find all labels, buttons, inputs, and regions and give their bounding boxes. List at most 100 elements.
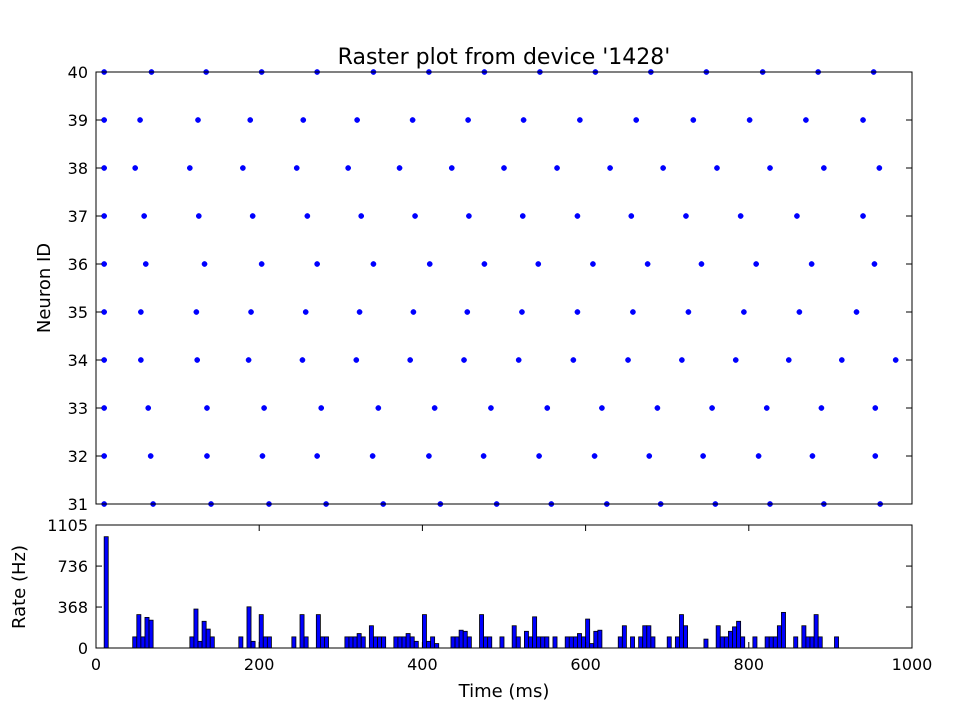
spike-point [369, 453, 376, 459]
rate-bar [646, 625, 652, 649]
rate-bar [572, 636, 578, 649]
raster-ytick-label: 39 [68, 111, 88, 130]
spike-point [767, 165, 773, 171]
rate-bar [781, 611, 786, 649]
spike-point [132, 165, 139, 171]
spike-point [314, 261, 320, 267]
spike-point [753, 261, 759, 267]
rate-bar [348, 636, 354, 649]
spike-point [590, 261, 596, 267]
rate-bar [356, 633, 362, 649]
rate-bar [597, 629, 603, 649]
rate-xtick-label: 400 [407, 655, 438, 674]
spike-point [318, 405, 325, 411]
spike-point [808, 261, 815, 267]
rate-bar [434, 643, 440, 649]
rate-bar [793, 636, 799, 649]
spike-point [204, 453, 210, 459]
spike-point [137, 117, 143, 123]
rate-bar [719, 636, 725, 649]
spike-point [138, 357, 144, 363]
rate-xticks: 0 200 400 600 800 1000 [91, 525, 932, 674]
raster-marks [101, 69, 899, 507]
spike-point [426, 453, 432, 459]
rate-xtick-label: 1000 [892, 655, 933, 674]
rate-bar [532, 616, 538, 649]
raster-ytick-label: 32 [68, 447, 88, 466]
rate-bar [479, 614, 484, 649]
spike-point [732, 357, 739, 363]
rate-bar [401, 636, 407, 649]
rate-bar [577, 633, 582, 649]
rate-bar [524, 630, 529, 649]
rate-bar [544, 636, 550, 649]
rate-bar [140, 636, 146, 649]
rate-bar [483, 636, 489, 649]
raster-ytick-label: 36 [68, 255, 88, 274]
rate-bar [589, 643, 595, 649]
spike-point [554, 165, 560, 171]
spike-point [599, 405, 605, 411]
rate-bar [450, 636, 456, 649]
spike-point [354, 117, 360, 123]
spike-point [574, 213, 581, 219]
spike-point [872, 453, 879, 459]
rate-xtick-label: 600 [570, 655, 601, 674]
spike-point [654, 405, 661, 411]
spike-point [204, 405, 210, 411]
spike-point [249, 213, 256, 219]
spike-point [860, 117, 866, 123]
rate-bar [776, 625, 782, 649]
rate-bar [454, 636, 460, 649]
rate-bar [291, 636, 297, 649]
rate-bar [772, 636, 778, 649]
spike-point [101, 261, 108, 267]
raster-ytick-label: 34 [68, 351, 88, 370]
rate-bar [193, 608, 199, 649]
spike-point [194, 357, 201, 363]
spike-point [101, 453, 108, 459]
rate-bar [732, 626, 737, 649]
rate-bar [617, 636, 623, 649]
spike-point [101, 357, 108, 363]
rate-xtick-label: 200 [244, 655, 275, 674]
rate-ytick-label: 368 [57, 598, 88, 617]
rate-bar [809, 636, 815, 649]
rate-bar [299, 614, 305, 649]
rate-bar [303, 636, 309, 649]
spike-point [345, 165, 351, 171]
rate-bar [552, 636, 558, 649]
spike-point [501, 165, 507, 171]
rate-bar [324, 636, 329, 649]
spike-point [186, 165, 193, 171]
rate-bar [805, 636, 811, 649]
raster-ylabel: Neuron ID [34, 243, 55, 333]
rate-bar [703, 638, 709, 649]
spike-point [466, 213, 472, 219]
spike-point [763, 405, 770, 411]
rate-bar [568, 636, 574, 649]
spike-point [633, 117, 640, 123]
spike-point [412, 213, 418, 219]
rate-ytick-label: 736 [57, 557, 88, 576]
rate-bar [197, 640, 203, 649]
rate-bar [674, 636, 680, 649]
spike-point [746, 117, 753, 123]
rate-bar [499, 636, 505, 649]
spike-point [872, 405, 879, 411]
rate-bar [393, 636, 399, 649]
rate-bar [581, 636, 587, 649]
rate-bar [148, 619, 154, 649]
rate-bar [540, 636, 546, 649]
spike-point [660, 165, 666, 171]
rate-ylabel: Rate (Hz) [9, 545, 30, 629]
spike-point [193, 309, 200, 315]
spike-point [860, 213, 866, 219]
spike-point [240, 165, 246, 171]
rate-bar [487, 636, 493, 649]
spike-point [741, 309, 747, 315]
rate-bar [740, 636, 746, 649]
rate-bar [801, 625, 807, 649]
raster-yticks: 31 32 33 34 35 36 37 38 39 40 [68, 63, 912, 514]
spike-point [300, 117, 307, 123]
